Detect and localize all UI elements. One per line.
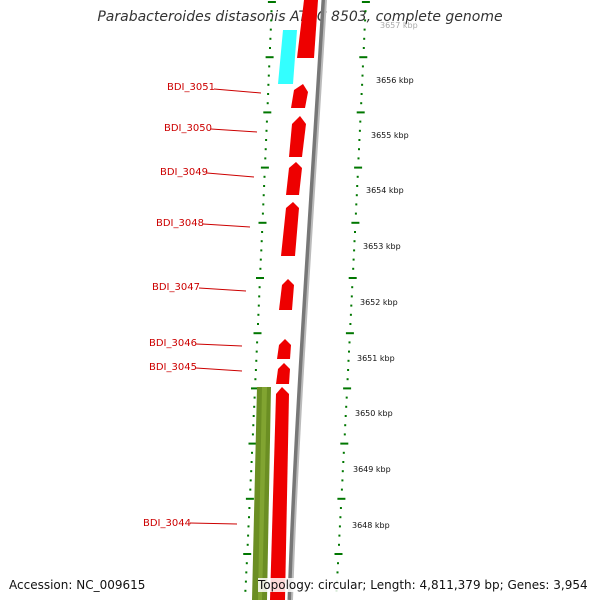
outer-tick-ring [334, 1, 370, 592]
gene-connector-bdi-3051 [213, 88, 262, 94]
gene-label-bdi-3045: BDI_3045 [149, 362, 197, 373]
gene-arrow-bdi-3048 [281, 202, 299, 256]
gene-arrow-bdi-3046 [277, 339, 291, 359]
genome-backbone [287, 0, 327, 600]
gene-label-bdi-3049: BDI_3049 [160, 167, 208, 178]
gene-label-bdi-3051: BDI_3051 [167, 82, 215, 93]
gene-arrow-bdi-3047 [279, 279, 294, 310]
gene-label-bdi-3044: BDI_3044 [143, 518, 191, 529]
gene-connector-bdi-3047 [198, 287, 247, 292]
scale-label-3651: 3651 kbp [357, 354, 395, 363]
gene-arrow-bdi-3050 [289, 116, 306, 157]
olive-feature-shade [258, 387, 267, 600]
inner-tick-ring [243, 1, 276, 592]
gene-arrow-bdi-3049 [286, 162, 302, 195]
scale-label-3648: 3648 kbp [352, 521, 390, 530]
genome-backbone-highlight [291, 0, 327, 600]
gene-connector-bdi-3046 [195, 343, 243, 347]
gene-connector-bdi-3045 [195, 367, 243, 372]
scale-label-3652: 3652 kbp [360, 298, 398, 307]
gene-connector-bdi-3044 [189, 522, 238, 525]
gene-label-bdi-3048: BDI_3048 [156, 218, 204, 229]
scale-label-3656: 3656 kbp [376, 76, 414, 85]
accession-text: Accession: NC_009615 [9, 578, 146, 592]
gene-label-bdi-3046: BDI_3046 [149, 338, 197, 349]
gene-arrow-bdi-3044 [270, 387, 289, 600]
gene-label-bdi-3047: BDI_3047 [152, 282, 200, 293]
gene-block-top [297, 0, 318, 58]
scale-label-3653: 3653 kbp [363, 242, 401, 251]
scale-label-faded: 3657 kbp [380, 21, 418, 30]
gene-label-bdi-3050: BDI_3050 [164, 123, 212, 134]
scale-label-3655: 3655 kbp [371, 131, 409, 140]
gene-connector-bdi-3050 [210, 128, 258, 133]
scale-label-3654: 3654 kbp [366, 186, 404, 195]
cyan-feature-block [278, 30, 297, 84]
gene-arrow-bdi-3045 [276, 363, 290, 384]
scale-label-3649: 3649 kbp [353, 465, 391, 474]
map-title: Parabacteroides distasonis ATCC 8503, co… [97, 9, 503, 25]
scale-label-3650: 3650 kbp [355, 409, 393, 418]
gene-connector-bdi-3049 [206, 172, 255, 178]
topology-text: Topology: circular; Length: 4,811,379 bp… [258, 578, 588, 592]
gene-connector-bdi-3048 [202, 223, 251, 228]
gene-arrow-bdi-3051 [291, 84, 308, 108]
